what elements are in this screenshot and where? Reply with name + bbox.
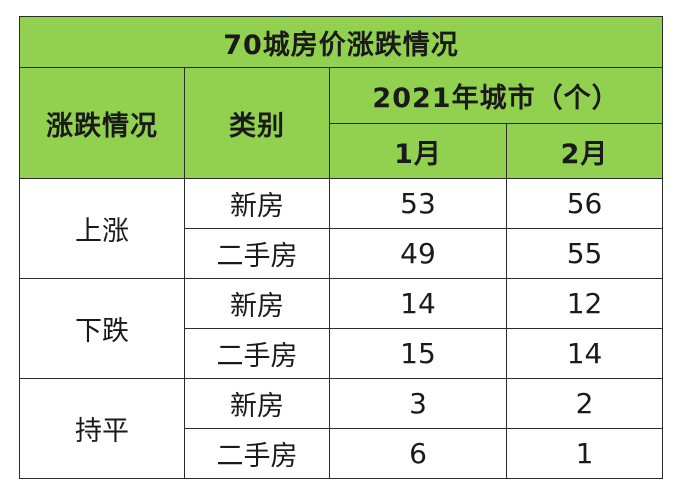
jan-value-cell: 53 [329,178,507,229]
trend-cell-flat: 持平 [19,378,185,479]
jan-value-cell: 15 [329,328,507,379]
header-row-2: 1月 2月 [20,123,664,179]
feb-value-cell: 14 [505,328,664,379]
header-month-feb: 2月 [505,123,664,179]
jan-value-cell: 49 [329,228,507,279]
feb-value-cell: 55 [505,228,664,279]
category-cell: 新房 [184,278,330,329]
jan-value-cell: 6 [329,428,507,479]
feb-value-cell: 1 [505,428,664,479]
trend-cell-rise: 上涨 [19,178,185,279]
table-row: 持平 新房 3 2 [19,378,664,479]
category-cell: 新房 [184,378,330,429]
table-row: 二手房 15 14 [20,328,664,379]
title-row: 70城房价涨跌情况 [18,16,664,68]
feb-value-cell: 12 [505,278,664,329]
table-row: 二手房 49 55 [20,228,664,279]
trend-cell-fall: 下跌 [19,278,185,379]
category-cell: 新房 [184,178,330,229]
table-row: 下跌 新房 14 12 [19,278,664,379]
header-group: 2021年城市（个） [328,67,664,124]
jan-value-cell: 14 [329,278,507,329]
feb-value-cell: 2 [505,378,664,429]
header-category: 类别 [184,67,330,179]
header-trend: 涨跌情况 [19,67,185,179]
feb-value-cell: 56 [505,178,664,229]
header-month-jan: 1月 [329,123,507,179]
category-cell: 二手房 [184,228,330,279]
table-row: 上涨 新房 53 56 [19,178,664,279]
price-change-table: 70城房价涨跌情况 涨跌情况 类别 2021年城市（个） 1月 2月 上涨 新房… [18,16,664,479]
header-row-1: 涨跌情况 类别 2021年城市（个） [19,67,664,179]
category-cell: 二手房 [184,328,330,379]
table-title: 70城房价涨跌情况 [18,16,664,68]
table-row: 二手房 6 1 [20,428,664,479]
category-cell: 二手房 [184,428,330,479]
jan-value-cell: 3 [329,378,507,429]
